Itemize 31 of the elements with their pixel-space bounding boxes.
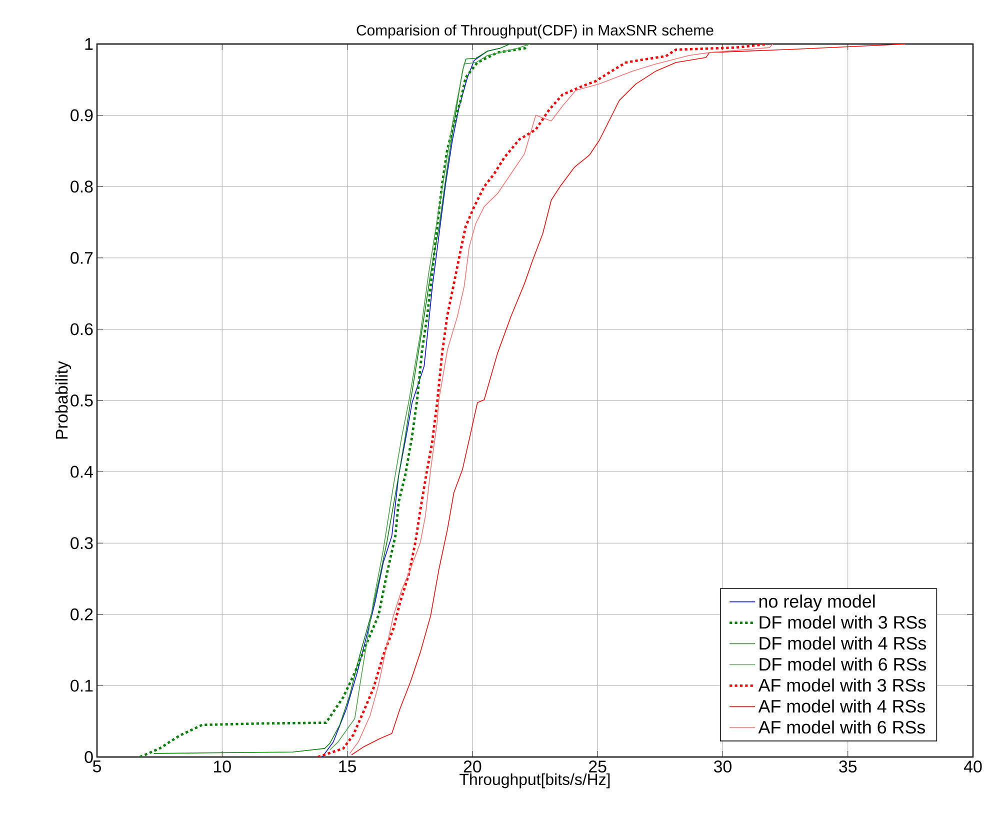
y-tick-label: 0.3	[70, 537, 93, 550]
y-tick-label: 0.9	[70, 109, 93, 122]
y-axis-title: Probability	[55, 361, 72, 439]
y-tick-label: 0.4	[70, 466, 93, 478]
legend-label: AF model with 4 RSs	[758, 699, 926, 713]
line-series	[322, 48, 500, 757]
legend-label: DF model with 6 RSs	[760, 658, 926, 671]
x-tick-label: 35	[839, 760, 857, 773]
legend-label: DF model with 3 RSs	[760, 616, 926, 629]
x-tick-label: 20	[464, 760, 482, 773]
y-tick-label: 0	[84, 751, 93, 763]
legend-label: AF model with 3 RSs	[758, 678, 926, 692]
x-tick-label: 10	[214, 760, 231, 773]
y-tick-label: 1	[85, 38, 93, 50]
legend-label: DF model with 4 RSs	[760, 636, 926, 650]
x-tick-label: 5	[92, 760, 101, 772]
chart-title: Comparision of Throughput(CDF) in MaxSNR scheme	[356, 24, 714, 38]
y-tick-label: 0.5	[70, 394, 93, 406]
x-tick-label: 15	[339, 760, 356, 772]
y-tick-label: 0.2	[70, 608, 93, 620]
legend-label: no relay model	[759, 594, 875, 612]
x-tick-label: 25	[589, 760, 606, 773]
x-tick-label: 30	[714, 760, 732, 773]
x-axis-title: Throughput[bits/s/Hz]	[460, 773, 610, 788]
y-tick-label: 0.6	[70, 323, 93, 336]
y-tick-label: 0.7	[70, 252, 93, 264]
x-tick-label: 40	[964, 760, 982, 773]
y-tick-label: 0.8	[70, 180, 93, 193]
y-tick-label: 0.1	[70, 680, 93, 692]
legend-label: AF model with 6 RSs	[758, 720, 926, 734]
line-series	[329, 44, 530, 750]
